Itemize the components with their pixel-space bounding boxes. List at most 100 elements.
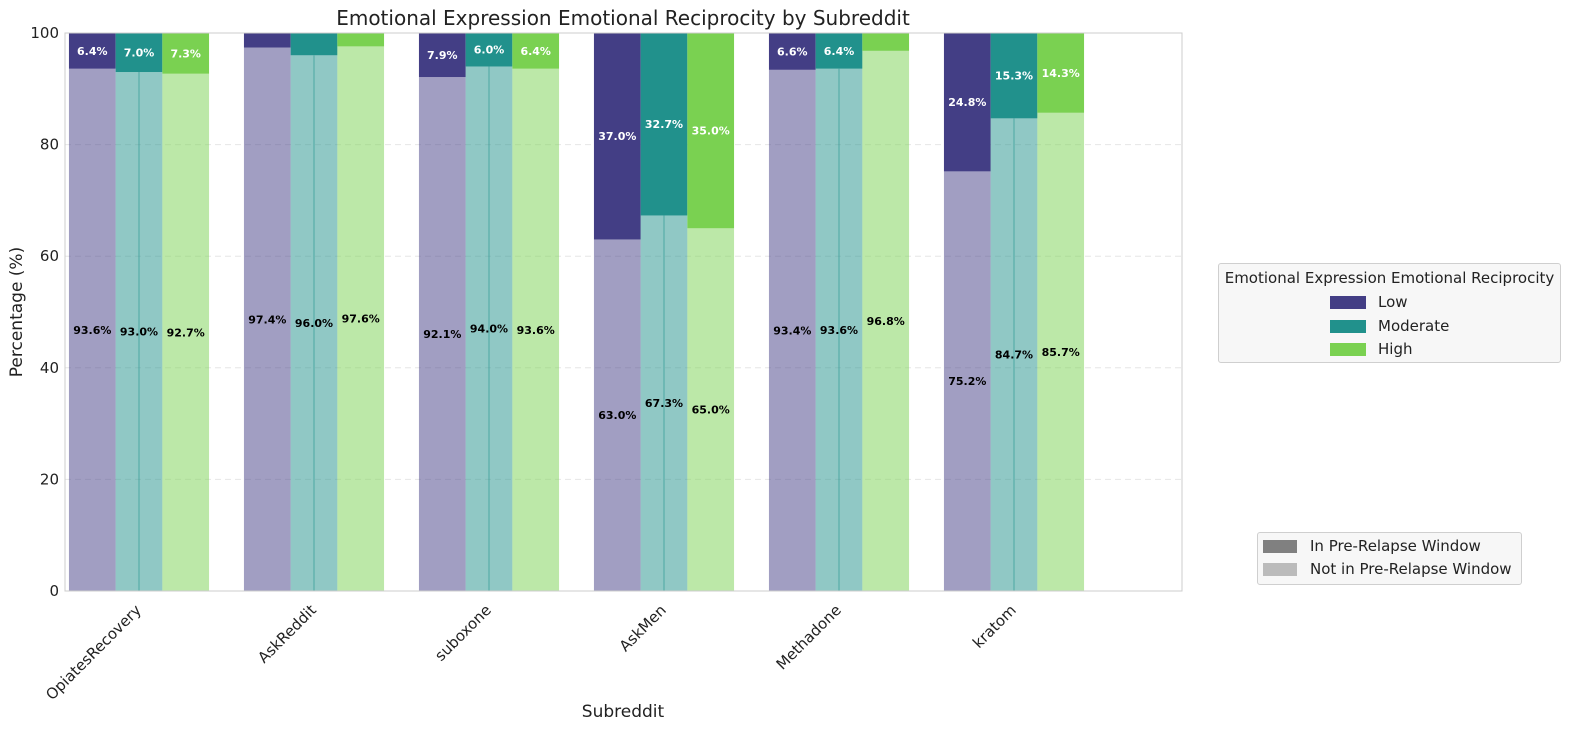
plot-frame bbox=[64, 32, 1183, 592]
data-label-not-in-window: 94.0% bbox=[470, 323, 508, 336]
x-tick-label: Methadone bbox=[773, 601, 845, 673]
chart-title: Emotional Expression Emotional Reciproci… bbox=[336, 6, 910, 30]
data-label-in-window: 6.0% bbox=[474, 44, 505, 57]
bar-moderate-in-window bbox=[990, 33, 1038, 119]
legend-label-not-in-window: Not in Pre-Relapse Window bbox=[1310, 560, 1512, 578]
bar-low-not-in-window bbox=[943, 171, 991, 591]
x-tick-label: AskMen bbox=[616, 601, 670, 655]
legend-label-in-window: In Pre-Relapse Window bbox=[1310, 537, 1481, 555]
bar-low-not-in-window bbox=[768, 69, 816, 591]
data-label-in-window: 7.3% bbox=[170, 47, 201, 60]
data-label-not-in-window: 84.7% bbox=[995, 349, 1033, 362]
x-tick-label: suboxone bbox=[431, 601, 495, 665]
bar-low-in-window bbox=[943, 33, 991, 172]
data-label-not-in-window: 92.7% bbox=[167, 326, 205, 339]
data-label-not-in-window: 93.0% bbox=[120, 326, 158, 339]
data-label-in-window: 6.4% bbox=[520, 45, 551, 58]
legend-item-low: Low bbox=[1330, 293, 1408, 311]
x-axis-label: Subreddit bbox=[582, 702, 665, 722]
data-label-in-window: 14.3% bbox=[1042, 67, 1080, 80]
bar-low-not-in-window bbox=[68, 68, 116, 592]
legend: Emotional Expression Emotional Reciproci… bbox=[1218, 263, 1561, 363]
legend-swatch-high bbox=[1330, 342, 1366, 356]
data-label-not-in-window: 96.8% bbox=[867, 315, 905, 328]
legend-item-high: High bbox=[1330, 340, 1412, 358]
bar-low-in-window bbox=[243, 33, 291, 48]
bar-high-not-in-window bbox=[862, 50, 910, 591]
data-label-not-in-window: 85.7% bbox=[1042, 346, 1080, 359]
y-tick-label: 80 bbox=[40, 136, 59, 154]
x-tick-label: OpiatesRecovery bbox=[42, 601, 145, 704]
y-ticks-group: 0 20 40 60 80 100 bbox=[30, 24, 59, 600]
y-tick-label: 100 bbox=[30, 24, 59, 42]
legend-label-low: Low bbox=[1378, 293, 1408, 311]
data-label-not-in-window: 75.2% bbox=[948, 375, 986, 388]
y-tick-label: 60 bbox=[40, 247, 59, 265]
bar-moderate-in-window bbox=[640, 33, 688, 216]
data-label-in-window: 35.0% bbox=[692, 125, 730, 138]
data-label-in-window: 6.4% bbox=[77, 45, 108, 58]
bars-group bbox=[68, 33, 1085, 592]
bar-low-not-in-window bbox=[243, 47, 291, 592]
bar-high-in-window bbox=[162, 33, 210, 74]
legend-label-high: High bbox=[1378, 340, 1413, 358]
bar-high-not-in-window bbox=[337, 46, 385, 592]
y-tick-label: 40 bbox=[40, 359, 59, 377]
legend-item-in-window: In Pre-Relapse Window bbox=[1263, 537, 1481, 555]
bar-low-in-window bbox=[768, 33, 816, 70]
legend-swatch-not-in-window bbox=[1263, 562, 1297, 576]
legend-title: Emotional Expression Emotional Reciproci… bbox=[1224, 269, 1555, 287]
data-label-not-in-window: 93.4% bbox=[773, 324, 811, 337]
data-label-in-window: 15.3% bbox=[995, 70, 1033, 83]
data-label-in-window: 37.0% bbox=[598, 130, 636, 143]
data-label-not-in-window: 97.6% bbox=[342, 313, 380, 326]
bar-moderate-in-window bbox=[815, 33, 863, 69]
data-label-in-window: 6.6% bbox=[777, 45, 808, 58]
y-tick-label: 0 bbox=[49, 582, 59, 600]
bar-high-not-in-window bbox=[687, 228, 735, 592]
data-label-not-in-window: 92.1% bbox=[423, 328, 461, 341]
data-label-in-window: 24.8% bbox=[948, 96, 986, 109]
window-legend: In Pre-Relapse Window Not in Pre-Relapse… bbox=[1257, 532, 1522, 585]
legend-swatch-moderate bbox=[1330, 319, 1366, 333]
bar-moderate-in-window bbox=[115, 33, 163, 73]
legend-item-moderate: Moderate bbox=[1330, 317, 1449, 335]
data-label-in-window: 7.9% bbox=[427, 49, 458, 62]
data-label-not-in-window: 65.0% bbox=[692, 404, 730, 417]
bar-high-in-window bbox=[512, 33, 560, 69]
data-label-not-in-window: 63.0% bbox=[598, 409, 636, 422]
bar-high-in-window bbox=[337, 33, 385, 47]
legend-swatch-low bbox=[1330, 295, 1366, 309]
data-label-not-in-window: 93.6% bbox=[517, 324, 555, 337]
legend-swatch-in-window bbox=[1263, 539, 1297, 553]
bar-high-not-in-window bbox=[512, 68, 560, 592]
data-label-in-window: 32.7% bbox=[645, 118, 683, 131]
bar-low-in-window bbox=[68, 33, 116, 69]
bar-low-in-window bbox=[593, 33, 641, 240]
y-tick-label: 20 bbox=[40, 470, 59, 488]
data-label-not-in-window: 67.3% bbox=[645, 397, 683, 410]
bar-high-in-window bbox=[1037, 33, 1085, 113]
x-tick-label: AskReddit bbox=[254, 601, 320, 667]
data-label-not-in-window: 93.6% bbox=[73, 324, 111, 337]
x-tick-label: kratom bbox=[969, 601, 1020, 652]
data-label-in-window: 7.0% bbox=[124, 47, 155, 60]
legend-label-moderate: Moderate bbox=[1378, 317, 1450, 335]
bar-high-in-window bbox=[687, 33, 735, 229]
bar-high-not-in-window bbox=[162, 73, 210, 591]
bar-moderate-in-window bbox=[290, 33, 338, 56]
bar-high-not-in-window bbox=[1037, 112, 1085, 591]
bar-moderate-in-window bbox=[465, 33, 513, 67]
y-axis-label: Percentage (%) bbox=[7, 247, 27, 377]
value-labels-group: 93.6% 6.4% 93.0% 7.0% 92.7% 7.3% 97.4% 96.0% 97.… bbox=[73, 44, 1080, 422]
bar-low-not-in-window bbox=[418, 77, 466, 591]
bar-high-in-window bbox=[862, 33, 910, 51]
data-label-not-in-window: 96.0% bbox=[295, 317, 333, 330]
bar-low-in-window bbox=[418, 33, 466, 78]
x-ticks-group: OpiatesRecovery AskReddit suboxone AskMen Me… bbox=[42, 601, 1020, 704]
legend-item-not-in-window: Not in Pre-Relapse Window bbox=[1263, 560, 1512, 578]
bar-low-not-in-window bbox=[593, 239, 641, 591]
data-label-in-window: 6.4% bbox=[824, 45, 855, 58]
data-label-not-in-window: 97.4% bbox=[248, 313, 286, 326]
